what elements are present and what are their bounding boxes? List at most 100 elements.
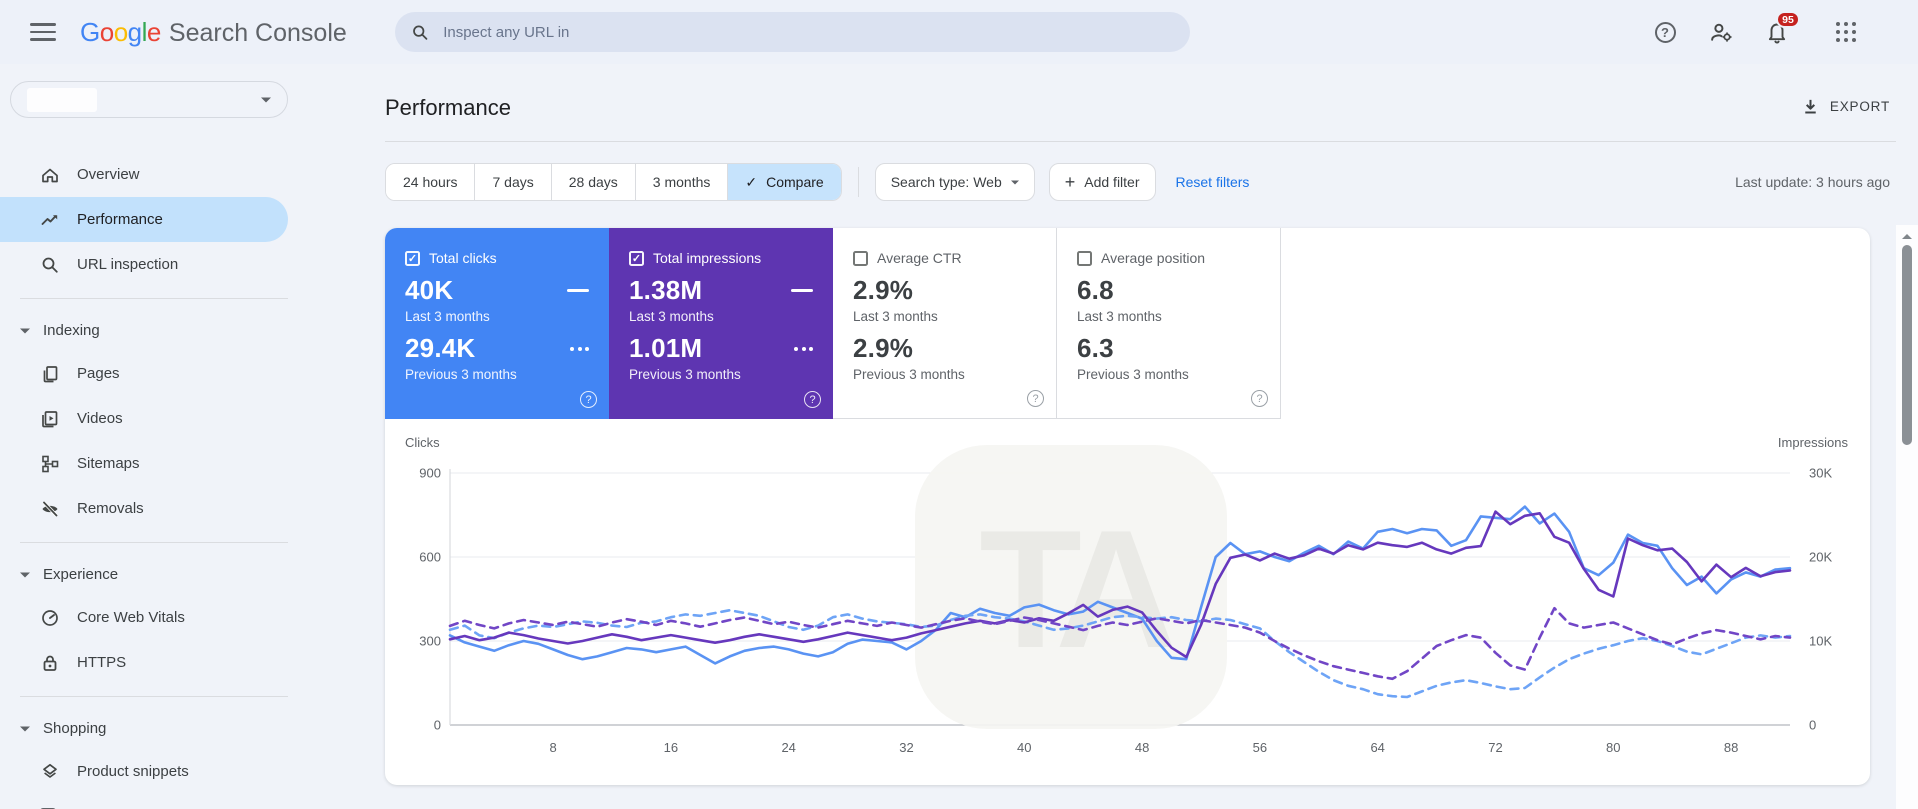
- left-axis-title: Clicks: [405, 435, 440, 450]
- sidebar-item-sitemaps[interactable]: Sitemaps: [0, 441, 300, 486]
- card-prev-value: 6.3: [1077, 333, 1114, 363]
- right-axis-tick: 20K: [1809, 550, 1832, 565]
- search-input[interactable]: [443, 23, 1174, 41]
- card-period: Last 3 months: [629, 309, 714, 324]
- watermark-background: [915, 445, 1227, 729]
- scrollbar-thumb[interactable]: [1902, 245, 1912, 445]
- card-period: Last 3 months: [405, 309, 490, 324]
- sitemap-tree-icon: [42, 455, 59, 472]
- sidebar-section-indexing[interactable]: Indexing: [0, 310, 300, 351]
- reset-filters-link[interactable]: Reset filters: [1175, 174, 1250, 190]
- card-label: Average CTR: [877, 250, 962, 266]
- gauge-icon: [42, 609, 58, 626]
- left-axis-tick: 900: [419, 466, 441, 481]
- solid-line-legend-icon: [791, 288, 813, 293]
- performance-chart[interactable]: Clicks Impressions 0 300 600 900 0 10K 20K 30K 8 16…: [385, 419, 1870, 785]
- metric-card-total-clicks[interactable]: ✓ Total clicks 40K Last 3 months 29.4K P…: [385, 228, 609, 419]
- performance-panel: ✓ Total clicks 40K Last 3 months 29.4K P…: [385, 228, 1870, 785]
- card-prev-period: Previous 3 months: [405, 367, 517, 382]
- series-line-impressions-previous-3-months: [448, 606, 1792, 681]
- sidebar-item-overview[interactable]: Overview: [0, 152, 300, 197]
- sidebar-item-removals[interactable]: Removals: [0, 486, 300, 531]
- checkbox-unchecked-icon[interactable]: [1077, 250, 1092, 266]
- checkbox-checked-icon[interactable]: ✓: [629, 250, 644, 266]
- section-label: Shopping: [43, 720, 107, 737]
- help-icon: ?: [1654, 21, 1676, 43]
- chip-label: 3 months: [652, 174, 711, 190]
- divider: [857, 167, 859, 197]
- scroll-up-arrow-icon[interactable]: [1902, 229, 1912, 239]
- sidebar-item-label: URL inspection: [77, 256, 179, 273]
- help-icon[interactable]: ?: [1027, 390, 1044, 407]
- right-axis-tick: 30K: [1809, 466, 1832, 481]
- magnifier-icon: [42, 257, 58, 273]
- solid-line-legend-icon: [567, 288, 589, 293]
- right-axis-title: Impressions: [1778, 435, 1849, 450]
- chevron-down-icon: [261, 97, 271, 107]
- card-prev-period: Previous 3 months: [853, 367, 965, 382]
- home-icon: [42, 168, 58, 182]
- checkbox-unchecked-icon[interactable]: [853, 250, 868, 266]
- help-icon[interactable]: ?: [804, 391, 821, 408]
- help-icon[interactable]: ?: [1251, 390, 1268, 407]
- help-icon[interactable]: ?: [580, 391, 597, 408]
- card-value: 40K: [405, 275, 454, 305]
- x-axis-tick: 80: [1606, 740, 1620, 755]
- x-axis-tick: 72: [1488, 740, 1502, 755]
- sidebar-item-videos[interactable]: Videos: [0, 396, 300, 441]
- sidebar-item-label: Pages: [77, 365, 120, 382]
- x-axis-tick: 64: [1370, 740, 1384, 755]
- series-line-clicks-last-3-months: [448, 505, 1792, 665]
- help-button[interactable]: ?: [1652, 19, 1678, 45]
- sidebar-section-shopping[interactable]: Shopping: [0, 708, 300, 749]
- sidebar-item-product-snippets[interactable]: Product snippets: [0, 749, 300, 794]
- card-prev-value: 2.9%: [853, 333, 914, 363]
- vertical-scrollbar[interactable]: [1896, 225, 1918, 809]
- sidebar-item-label: Removals: [77, 500, 144, 517]
- download-icon: [1805, 99, 1816, 114]
- x-axis-tick: 88: [1724, 740, 1738, 755]
- checkbox-checked-icon[interactable]: ✓: [405, 250, 420, 266]
- logo-letter: o: [113, 16, 128, 47]
- metric-card-total-impressions[interactable]: ✓ Total impressions 1.38M Last 3 months …: [609, 228, 833, 419]
- apps-grid-button[interactable]: [1820, 19, 1857, 45]
- x-axis-tick: 8: [549, 740, 556, 755]
- chip-label: Add filter: [1084, 174, 1140, 190]
- export-button[interactable]: EXPORT: [1801, 97, 1890, 116]
- compare-toggle[interactable]: ✓ Compare: [728, 164, 841, 200]
- check-icon: ✓: [745, 173, 758, 190]
- sidebar-section-experience[interactable]: Experience: [0, 554, 300, 595]
- metric-card-average-ctr[interactable]: Average CTR 2.9% Last 3 months 2.9% Prev…: [833, 228, 1057, 419]
- menu-icon[interactable]: [30, 23, 56, 41]
- card-prev-period: Previous 3 months: [1077, 367, 1189, 382]
- date-range-3-months[interactable]: 3 months: [635, 164, 729, 200]
- card-period: Last 3 months: [853, 309, 938, 324]
- sidebar-item-https[interactable]: HTTPS: [0, 640, 300, 685]
- apps-grid-icon: [1835, 21, 1857, 43]
- search-type-chip[interactable]: Search type: Web: [874, 163, 1035, 201]
- sidebar-item-url-inspection[interactable]: URL inspection: [0, 242, 300, 287]
- date-range-7-days[interactable]: 7 days: [475, 164, 552, 200]
- sidebar-item-pages[interactable]: Pages: [0, 351, 300, 396]
- logo-letter: G: [80, 16, 100, 47]
- user-settings-button[interactable]: [1708, 19, 1734, 45]
- add-filter-chip[interactable]: + Add filter: [1048, 163, 1156, 201]
- sidebar-nav: Overview Performance URL inspection Inde…: [0, 152, 300, 809]
- card-label: Average position: [1101, 250, 1206, 266]
- chip-label: 24 hours: [403, 174, 458, 190]
- date-range-28-days[interactable]: 28 days: [551, 164, 636, 200]
- sidebar-item-performance[interactable]: Performance: [0, 197, 288, 242]
- metric-card-average-position[interactable]: Average position 6.8 Last 3 months 6.3 P…: [1057, 228, 1281, 419]
- date-range-24-hours[interactable]: 24 hours: [386, 164, 476, 200]
- url-inspection-searchbox[interactable]: [395, 12, 1190, 52]
- sidebar-item-core-web-vitals[interactable]: Core Web Vitals: [0, 595, 300, 640]
- x-axis-tick: 48: [1135, 740, 1149, 755]
- sidebar-item-label: Videos: [77, 410, 123, 427]
- product-name: Search Console: [168, 18, 347, 47]
- notifications-button[interactable]: 95: [1764, 11, 1800, 45]
- card-period: Last 3 months: [1077, 309, 1162, 324]
- notification-count-badge: 95: [1776, 11, 1800, 28]
- property-selector[interactable]: [10, 81, 288, 118]
- sidebar-item-label: Overview: [77, 166, 140, 183]
- right-axis-tick: 0: [1809, 718, 1816, 733]
